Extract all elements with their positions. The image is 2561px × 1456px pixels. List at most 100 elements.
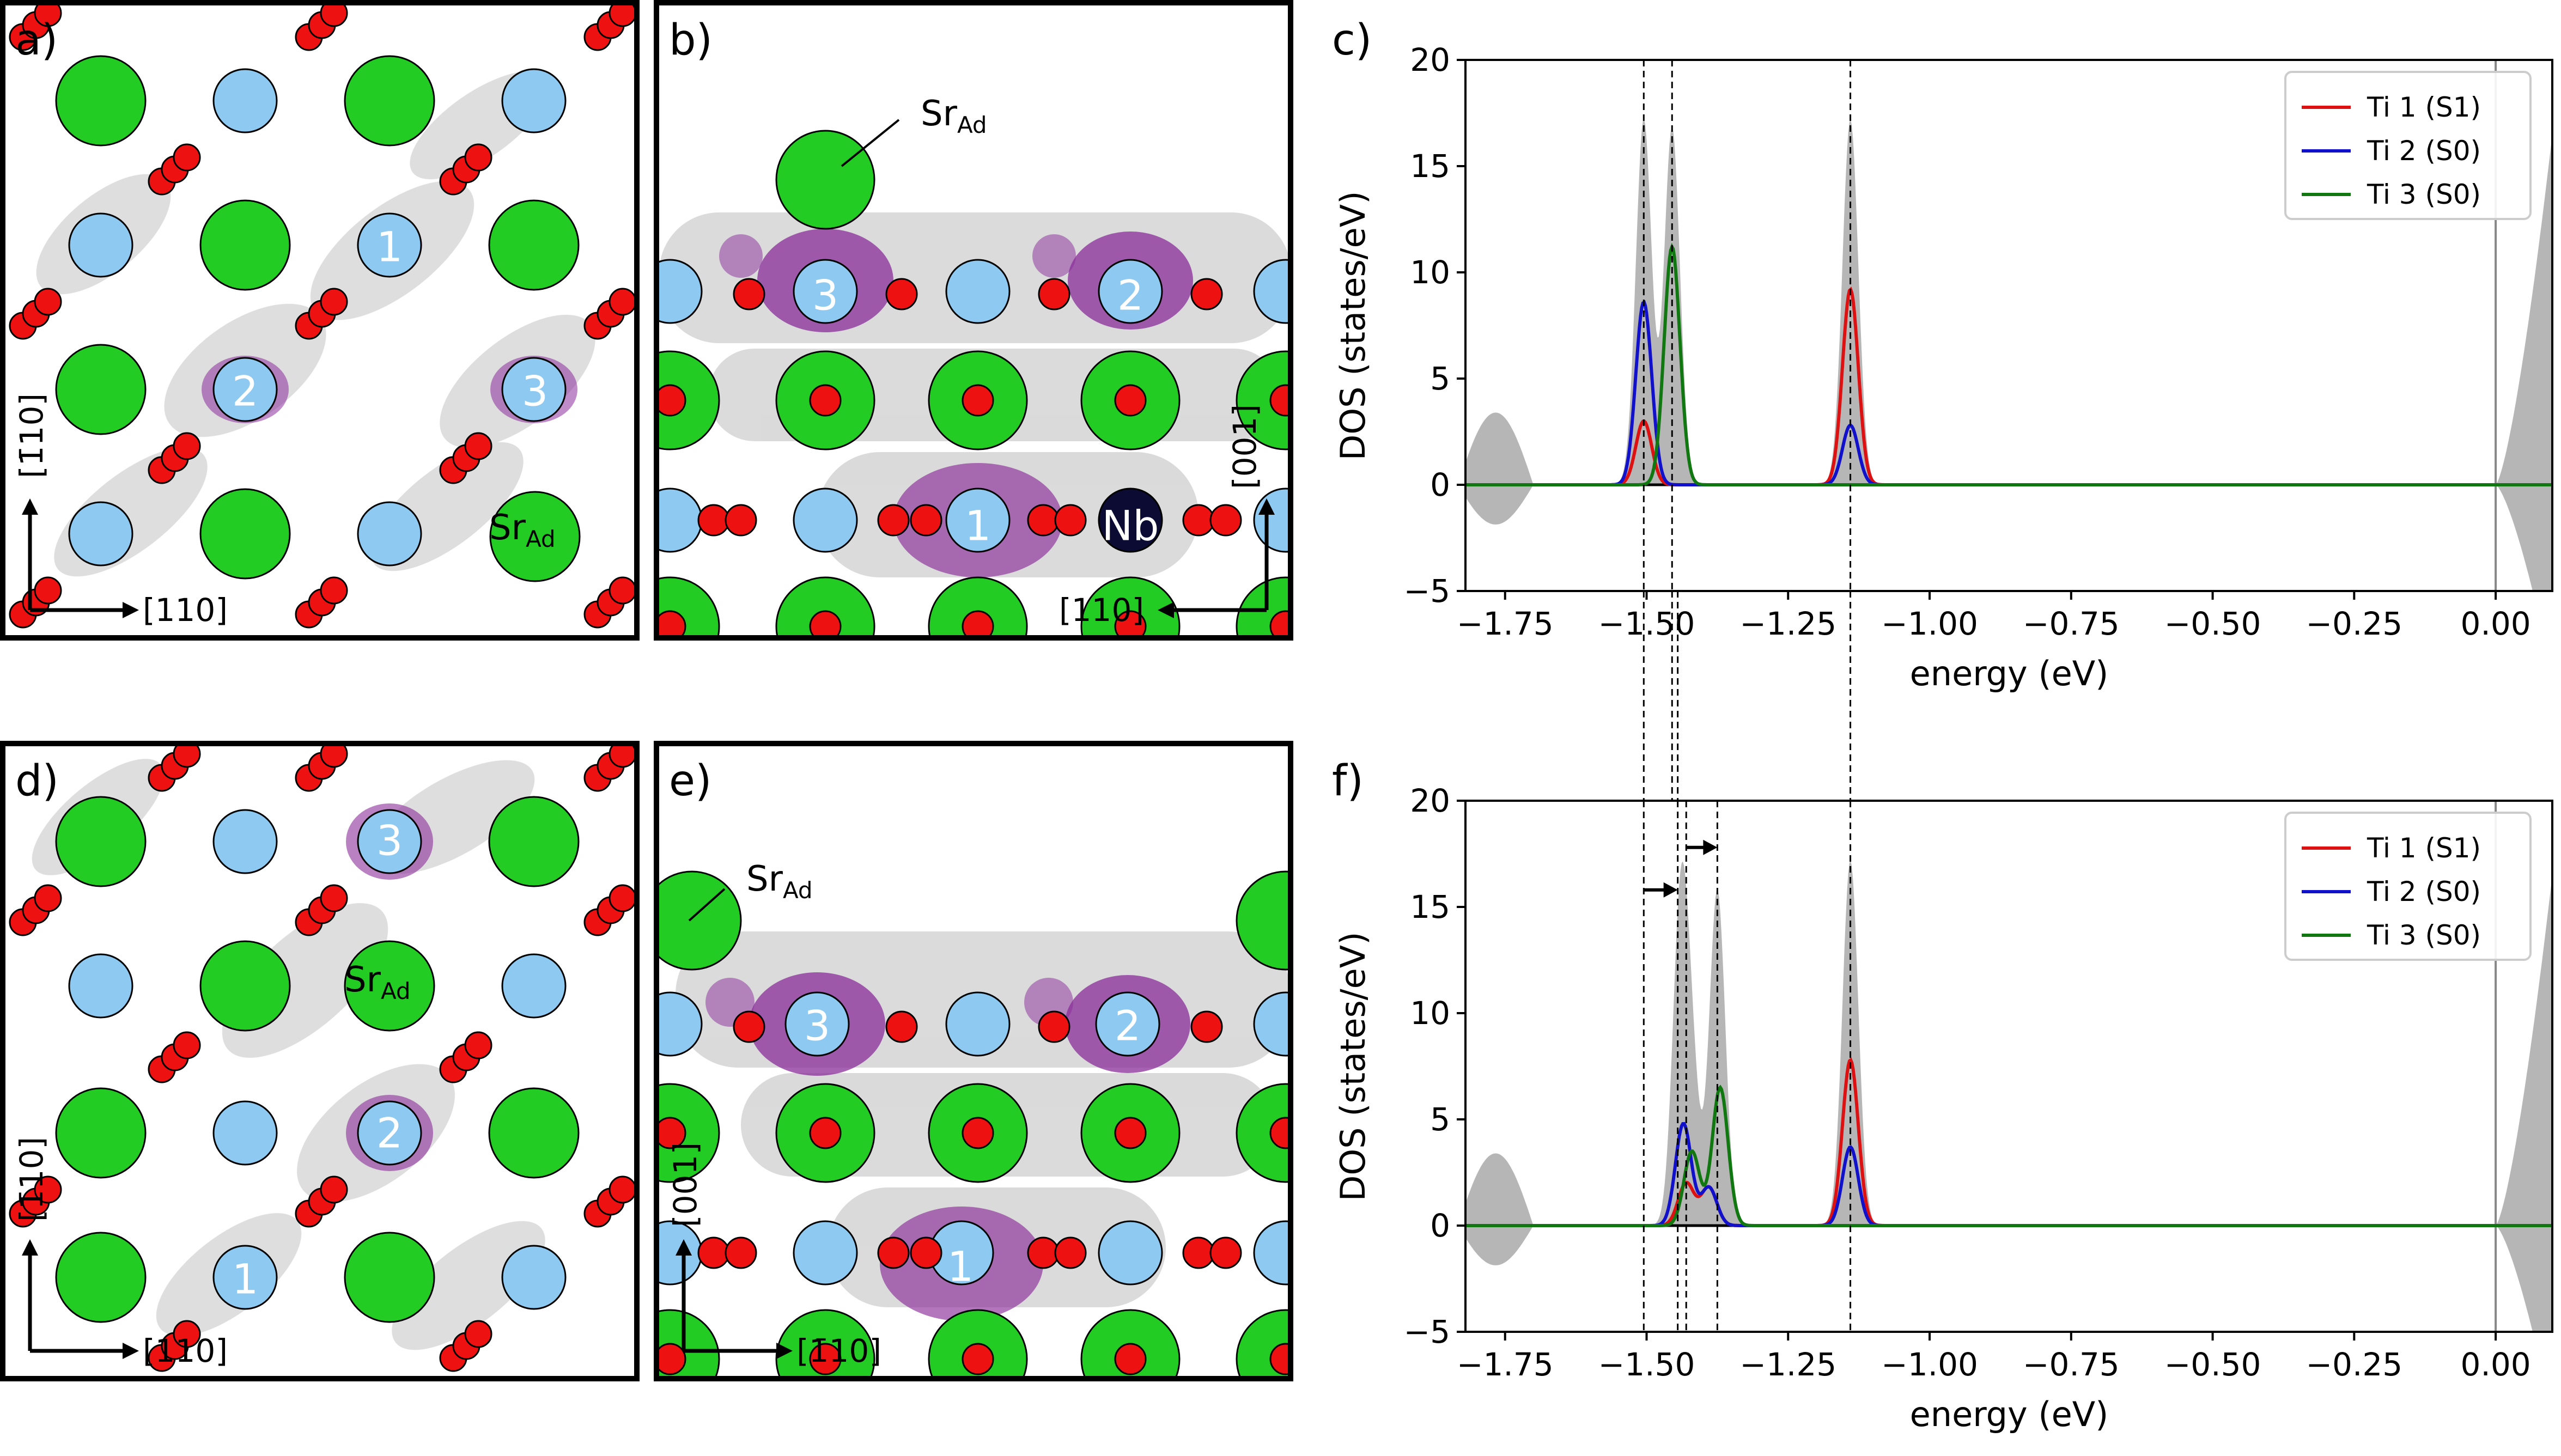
ti-atom xyxy=(68,212,133,278)
axes-indicator-a: [1̄10] [110] xyxy=(13,393,228,629)
x-tick-label: −1.50 xyxy=(1598,1346,1695,1383)
y-tick-label: 20 xyxy=(1410,782,1450,819)
x-tick-label: 0.00 xyxy=(2461,1346,2531,1383)
o-atom xyxy=(733,1010,765,1043)
o-atom xyxy=(34,884,62,912)
panel-b: 3 2 1 Nb SrAd [001] [110] b) xyxy=(654,0,1293,641)
legend-f: Ti 1 (S1) Ti 2 (S0) Ti 3 (S0) xyxy=(2284,812,2532,961)
ti-label-3: 3 xyxy=(804,1002,830,1050)
o-atom xyxy=(809,610,842,636)
atom-labels-a: 1 2 3 xyxy=(232,223,548,416)
ti-atom xyxy=(501,1245,567,1310)
panel-label-c: c) xyxy=(1332,16,1372,65)
ti-label-1: 1 xyxy=(947,1242,974,1291)
ti-atom xyxy=(1098,259,1163,324)
o-atom xyxy=(609,4,635,27)
y-tick-label: 20 xyxy=(1410,41,1450,78)
ti-label-2: 2 xyxy=(1115,1002,1141,1050)
o-atom xyxy=(320,576,348,605)
x-tick-label: −1.25 xyxy=(1739,1346,1836,1383)
x-tick-label: −0.25 xyxy=(2305,605,2402,642)
sr-atom xyxy=(1236,350,1289,450)
o-atom xyxy=(609,1175,635,1204)
panel-d-frame xyxy=(0,741,640,1381)
ti-label-3: 3 xyxy=(376,817,403,865)
o-atom xyxy=(1182,504,1215,537)
o-atom xyxy=(609,576,635,605)
x-tick-label: −0.75 xyxy=(2023,1346,2120,1383)
o-atom xyxy=(609,884,635,912)
legend-label-ti2: Ti 2 (S0) xyxy=(2367,135,2481,167)
x-tick-label: −1.00 xyxy=(1881,1346,1978,1383)
sr-atom xyxy=(488,199,580,291)
atoms-e xyxy=(658,870,1289,1377)
axis-horizontal-label-e: [1̄10] xyxy=(796,1332,881,1369)
legend-label-ti1: Ti 1 (S1) xyxy=(2367,92,2481,123)
ti-atom xyxy=(945,259,1011,324)
o-atom xyxy=(725,504,757,537)
x-tick-label: −0.50 xyxy=(2164,1346,2261,1383)
sr-adatom-label-a: SrAd xyxy=(489,508,556,552)
x-tick-label: −1.75 xyxy=(1457,1346,1554,1383)
axis-vertical-label-d: [1̄10] xyxy=(13,1137,50,1222)
plot-area-f xyxy=(1465,801,2552,1332)
ti-atom xyxy=(212,357,278,422)
axis-vertical-label-b: [001] xyxy=(1226,404,1263,489)
panel-label-b: b) xyxy=(669,16,713,65)
ti-atom xyxy=(212,1100,278,1166)
panel-label-a: a) xyxy=(15,16,58,65)
sr-adatom xyxy=(775,130,875,230)
shift-arrow-head xyxy=(1703,839,1718,855)
sr-atom xyxy=(658,350,720,450)
o-atom xyxy=(962,610,994,636)
sr-pointer-e xyxy=(688,888,726,922)
ti-atom xyxy=(793,488,858,553)
axis-horizontal-label-a: [110] xyxy=(143,592,228,629)
sr-atom xyxy=(1236,870,1289,971)
o-atom xyxy=(1054,504,1087,537)
o-atom xyxy=(697,504,730,537)
o-atom xyxy=(658,610,686,636)
o-atom xyxy=(962,384,994,417)
sr-atom xyxy=(488,796,580,887)
plot-frame xyxy=(1464,59,2553,592)
ti-atom xyxy=(793,259,858,324)
sr-atom xyxy=(199,488,291,580)
o-atom xyxy=(877,1236,910,1269)
series-line-ti2 xyxy=(1465,1122,2552,1227)
chart-f: f) −1.75 −1.50 −1.25 −1.00 −0.75 −0.50 −0.25 0.… xyxy=(1332,757,2553,1434)
o-atom xyxy=(658,384,686,417)
series-line-ti3 xyxy=(1465,1085,2552,1227)
o-atom xyxy=(320,4,348,27)
o-atom xyxy=(1209,1236,1242,1269)
x-tick-label: −1.75 xyxy=(1457,605,1554,642)
o-atom xyxy=(910,1236,942,1269)
o-atom xyxy=(1038,1010,1070,1043)
x-tick-label: −1.25 xyxy=(1739,605,1836,642)
nb-label: Nb xyxy=(1102,502,1159,550)
sr-atom xyxy=(199,199,291,291)
sr-atom xyxy=(55,1232,147,1323)
o-atom xyxy=(885,1010,918,1043)
o-atom xyxy=(1209,504,1242,537)
o-atom xyxy=(34,4,62,27)
o-atom xyxy=(34,288,62,316)
o-atom xyxy=(1182,1236,1215,1269)
atoms-d xyxy=(9,745,635,1372)
ti-label-3: 3 xyxy=(522,367,548,416)
panel-label-e: e) xyxy=(669,757,711,806)
x-axis-label-c: energy (eV) xyxy=(1910,654,2109,693)
nb-atom xyxy=(1098,488,1163,553)
ti-atom xyxy=(501,357,567,422)
y-tick-label: −5 xyxy=(1404,1313,1451,1350)
ti-atom xyxy=(357,501,422,566)
o-atom xyxy=(1114,1117,1147,1149)
sr-atom xyxy=(55,796,147,887)
axes-indicator-e: [001] [1̄10] xyxy=(667,1142,881,1369)
ti-atom xyxy=(784,991,850,1057)
o-atom xyxy=(34,1175,62,1204)
atom-labels-e: 3 2 1 xyxy=(804,1002,1141,1291)
ti-atom xyxy=(357,1100,422,1166)
x-tick-label: −0.75 xyxy=(2023,605,2120,642)
ti-label-2: 2 xyxy=(232,367,258,416)
